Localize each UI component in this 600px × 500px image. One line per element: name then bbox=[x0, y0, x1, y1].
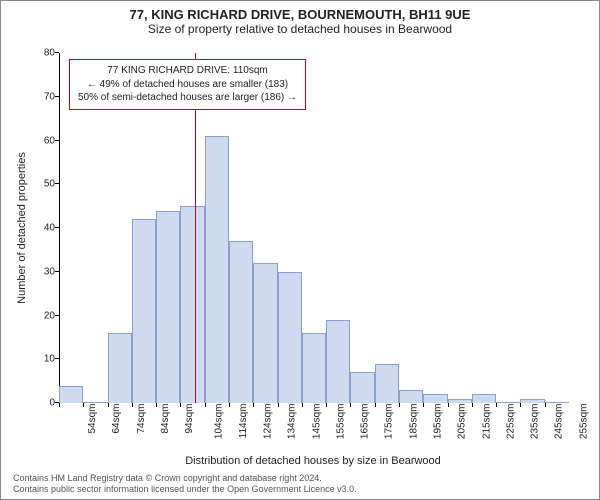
histogram-bar bbox=[229, 241, 253, 403]
histogram-bar bbox=[278, 272, 302, 403]
y-tick-mark bbox=[55, 140, 59, 141]
x-tick-mark bbox=[132, 403, 133, 407]
x-tick-mark bbox=[229, 403, 230, 407]
x-tick-mark bbox=[496, 403, 497, 407]
property-info-box: 77 KING RICHARD DRIVE: 110sqm← 49% of de… bbox=[69, 59, 306, 110]
x-tick-mark bbox=[180, 403, 181, 407]
info-box-line: 50% of semi-detached houses are larger (… bbox=[78, 91, 297, 105]
x-tick-label: 134sqm bbox=[287, 404, 298, 440]
x-tick-label: 124sqm bbox=[263, 404, 274, 440]
x-tick-label: 145sqm bbox=[311, 404, 322, 440]
chart-subtitle: Size of property relative to detached ho… bbox=[1, 22, 599, 40]
x-tick-mark bbox=[448, 403, 449, 407]
x-tick-mark bbox=[253, 403, 254, 407]
chart-title: 77, KING RICHARD DRIVE, BOURNEMOUTH, BH1… bbox=[1, 1, 599, 22]
x-tick-label: 165sqm bbox=[360, 404, 371, 440]
y-tick-mark bbox=[55, 96, 59, 97]
y-tick-mark bbox=[55, 227, 59, 228]
y-tick-label: 0 bbox=[29, 398, 55, 409]
y-tick-label: 50 bbox=[29, 179, 55, 190]
x-tick-label: 155sqm bbox=[335, 404, 346, 440]
y-tick-label: 80 bbox=[29, 48, 55, 59]
y-tick-mark bbox=[55, 183, 59, 184]
chart-footer: Contains HM Land Registry data © Crown c… bbox=[13, 473, 587, 496]
x-tick-label: 225sqm bbox=[505, 404, 516, 440]
x-axis-label: Distribution of detached houses by size … bbox=[59, 455, 567, 467]
histogram-bar bbox=[326, 320, 350, 403]
x-tick-label: 255sqm bbox=[578, 404, 589, 440]
histogram-bar bbox=[108, 333, 132, 403]
y-tick-label: 70 bbox=[29, 91, 55, 102]
x-tick-label: 114sqm bbox=[238, 404, 249, 439]
x-tick-mark bbox=[375, 403, 376, 407]
x-tick-label: 215sqm bbox=[481, 404, 492, 440]
x-tick-mark bbox=[278, 403, 279, 407]
histogram-bar bbox=[253, 263, 277, 403]
x-tick-label: 94sqm bbox=[184, 404, 195, 434]
histogram-bar bbox=[205, 136, 229, 403]
y-tick-label: 40 bbox=[29, 223, 55, 234]
y-tick-mark bbox=[55, 52, 59, 53]
y-axis-label: Number of detached properties bbox=[15, 53, 29, 403]
x-tick-mark bbox=[59, 403, 60, 407]
footer-line: Contains public sector information licen… bbox=[13, 484, 587, 495]
histogram-bar bbox=[448, 399, 472, 403]
y-tick-mark bbox=[55, 315, 59, 316]
histogram-bar bbox=[132, 219, 156, 403]
y-tick-label: 60 bbox=[29, 135, 55, 146]
x-tick-mark bbox=[350, 403, 351, 407]
x-tick-label: 185sqm bbox=[408, 404, 419, 440]
x-tick-label: 84sqm bbox=[160, 404, 171, 434]
x-tick-mark bbox=[302, 403, 303, 407]
histogram-bar bbox=[350, 372, 374, 403]
histogram-bar bbox=[59, 386, 83, 404]
y-axis-line bbox=[59, 53, 60, 403]
x-tick-mark bbox=[520, 403, 521, 407]
histogram-bar bbox=[302, 333, 326, 403]
x-tick-mark bbox=[83, 403, 84, 407]
y-tick-label: 20 bbox=[29, 310, 55, 321]
x-tick-mark bbox=[545, 403, 546, 407]
histogram-bar bbox=[180, 206, 204, 403]
histogram-bar bbox=[520, 399, 544, 403]
x-tick-label: 74sqm bbox=[136, 404, 147, 434]
info-box-line: ← 49% of detached houses are smaller (18… bbox=[78, 78, 297, 92]
x-tick-label: 175sqm bbox=[384, 404, 395, 440]
info-box-line: 77 KING RICHARD DRIVE: 110sqm bbox=[78, 64, 297, 78]
property-size-histogram: 77, KING RICHARD DRIVE, BOURNEMOUTH, BH1… bbox=[0, 0, 600, 500]
y-tick-label: 30 bbox=[29, 266, 55, 277]
histogram-bar bbox=[399, 390, 423, 403]
histogram-bar bbox=[156, 211, 180, 404]
x-tick-label: 235sqm bbox=[530, 404, 541, 440]
x-tick-mark bbox=[472, 403, 473, 407]
x-tick-mark bbox=[399, 403, 400, 407]
y-tick-mark bbox=[55, 271, 59, 272]
histogram-bar bbox=[375, 364, 399, 403]
x-tick-label: 195sqm bbox=[433, 404, 444, 440]
histogram-bar bbox=[472, 394, 496, 403]
x-tick-mark bbox=[108, 403, 109, 407]
y-tick-label: 10 bbox=[29, 354, 55, 365]
x-tick-label: 64sqm bbox=[111, 404, 122, 434]
x-tick-mark bbox=[326, 403, 327, 407]
footer-line: Contains HM Land Registry data © Crown c… bbox=[13, 473, 587, 484]
x-tick-mark bbox=[205, 403, 206, 407]
x-tick-label: 104sqm bbox=[214, 404, 225, 440]
histogram-bar bbox=[423, 394, 447, 403]
x-tick-mark bbox=[156, 403, 157, 407]
x-tick-mark bbox=[423, 403, 424, 407]
x-tick-label: 245sqm bbox=[554, 404, 565, 440]
y-tick-mark bbox=[55, 358, 59, 359]
x-tick-label: 54sqm bbox=[87, 404, 98, 434]
x-tick-label: 205sqm bbox=[457, 404, 468, 440]
